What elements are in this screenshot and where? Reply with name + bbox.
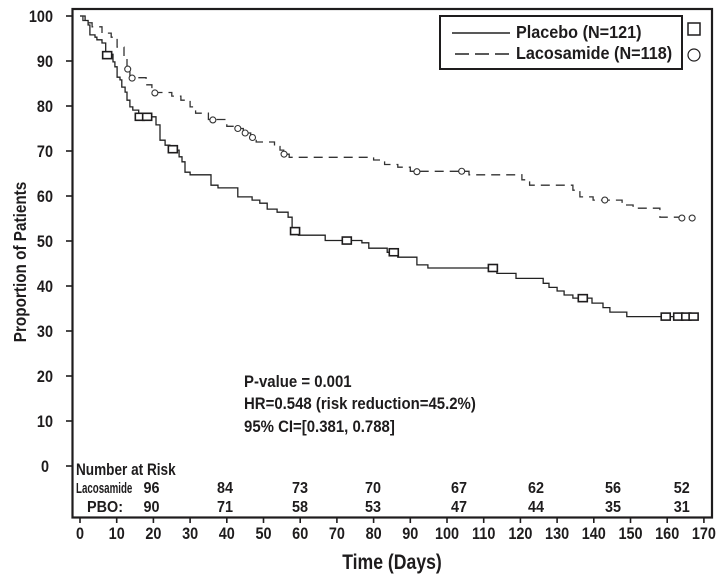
x-tick-label: 40 [219,525,235,543]
lacosamide-censor-marker [151,89,159,97]
lacosamide-censor-marker [280,150,288,158]
risk-value-lacosamide: 84 [217,479,234,497]
placebo-censor-marker [141,112,153,122]
y-tick-label: 70 [37,143,53,161]
placebo-censor-marker [688,312,699,321]
lacosamide-censor-marker [688,214,696,222]
x-tick-label: 50 [255,525,271,543]
y-tick-label: 60 [37,188,53,206]
placebo-censor-marker [577,293,589,303]
risk-row-label-lacosamide: Lacosamide [76,480,132,497]
lacosamide-censor-marker [678,214,686,222]
risk-value-lacosamide: 73 [292,479,308,497]
y-tick-label: 50 [37,233,53,251]
lacosamide-censor-marker [601,196,609,204]
x-tick-label: 120 [508,525,532,543]
x-tick-label: 30 [182,525,198,543]
lacosamide-censor-marker [248,133,257,142]
hazard-ratio-text: HR=0.548 (risk reduction=45.2%) [244,395,476,413]
placebo-censor-marker [388,247,400,257]
x-tick-label: 170 [692,525,716,543]
y-tick-label: 20 [37,368,53,386]
x-tick-label: 90 [402,525,418,543]
x-tick-label: 10 [109,525,125,543]
risk-value-placebo: 35 [605,498,622,516]
legend-square-marker-icon [687,22,701,36]
x-tick-label: 60 [292,525,308,543]
legend-label-placebo: Placebo (N=121) [516,22,642,42]
axis-ticks: 0 10 20 30 40 50 60 70 80 90 100 0 10 20 30 40 50 60 70 80 9… [29,8,716,543]
y-tick-label: 10 [37,413,53,431]
legend-box [439,15,683,70]
placebo-censor-marker [341,236,353,245]
survival-curves [80,15,695,318]
risk-value-lacosamide: 52 [674,479,690,497]
x-tick-label: 20 [145,525,161,543]
y-tick-label: 40 [37,278,53,296]
risk-value-lacosamide: 56 [605,479,621,497]
risk-value-lacosamide: 70 [365,479,381,497]
lacosamide-censor-marker [413,168,421,176]
lacosamide-censor-marker [124,65,132,73]
risk-value-placebo: 90 [143,498,159,516]
placebo-censor-marker [487,263,499,273]
x-tick-label: 110 [472,525,496,543]
legend-label-lacosamide: Lacosamide (N=118) [516,43,672,63]
y-axis-title: Proportion of Patients [10,182,30,342]
y-tick-label: 0 [41,458,49,476]
risk-value-placebo: 58 [292,498,308,516]
x-tick-label: 80 [366,525,382,543]
placebo-censor-marker [660,312,672,321]
y-tick-label: 80 [37,98,53,116]
legend-circle-marker-icon [687,48,701,62]
y-tick-label: 90 [37,53,53,71]
x-tick-label: 150 [618,525,642,543]
risk-row-label-placebo: PBO: [87,498,123,516]
y-tick-label: 30 [37,323,53,341]
risk-value-placebo: 71 [217,498,234,516]
x-tick-label: 140 [582,525,606,543]
lacosamide-censor-marker [128,74,136,82]
x-tick-label: 70 [329,525,345,543]
risk-value-placebo: 53 [365,498,381,516]
risk-value-lacosamide: 67 [451,479,467,497]
x-tick-label: 160 [655,525,679,543]
risk-value-placebo: 31 [674,498,691,516]
x-tick-label: 0 [76,525,84,543]
statistics-annotation: P-value = 0.001 HR=0.548 (risk reduction… [244,373,476,436]
x-axis-title: Time (Days) [342,551,442,575]
number-at-risk-table: Number at Risk Lacosamide PBO: 96 84 73 70 6… [76,461,690,517]
placebo-curve [80,15,695,318]
risk-value-lacosamide: 62 [528,479,544,497]
lacosamide-censor-marker [458,167,466,175]
x-tick-label: 130 [545,525,569,543]
x-tick-label: 100 [435,525,459,543]
risk-value-placebo: 47 [451,498,467,516]
p-value-text: P-value = 0.001 [244,373,352,391]
confidence-interval-text: 95% CI=[0.381, 0.788] [244,418,395,436]
placebo-censor-marker [289,226,301,236]
risk-value-lacosamide: 96 [143,479,159,497]
risk-table-title: Number at Risk [76,461,176,480]
censor-marks [101,50,699,321]
y-tick-label: 100 [29,8,53,26]
lacosamide-censor-marker [234,124,242,133]
lacosamide-censor-marker [241,129,249,137]
risk-value-placebo: 44 [528,498,545,516]
placebo-censor-marker [167,144,179,154]
lacosamide-censor-marker [209,116,217,124]
placebo-censor-marker [101,50,113,60]
plot-frame [71,7,714,519]
legend: Placebo (N=121) Lacosamide (N=118) [439,15,701,70]
